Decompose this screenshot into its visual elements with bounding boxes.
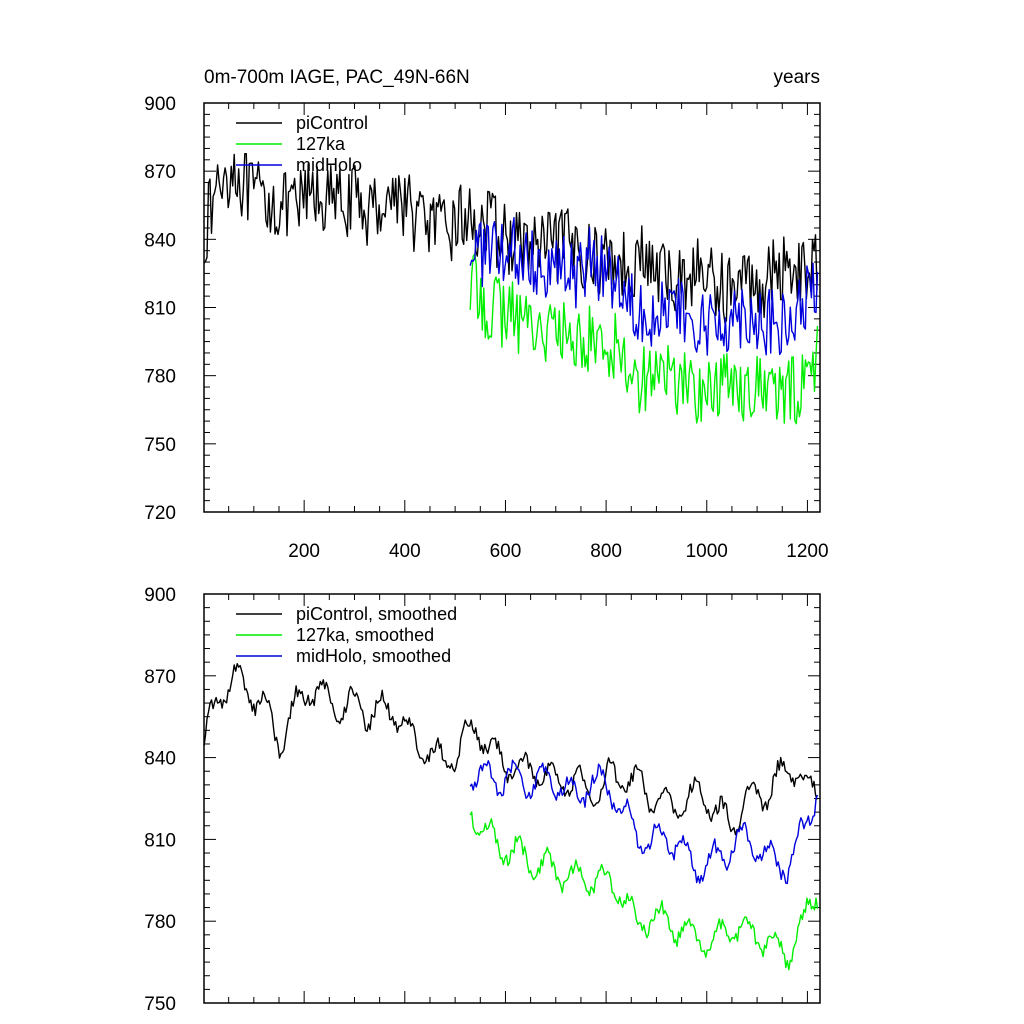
- top-panel: 720 750 780 810 840 870 900 200 400 600 800 1000 120…: [144, 94, 828, 562]
- top-ytick-label: 780: [144, 367, 176, 388]
- top-legend-label: piControl: [296, 113, 368, 133]
- top-series-2: [469, 216, 819, 356]
- top-ytick-label: 750: [144, 435, 176, 456]
- bottom-ytick-label: 810: [144, 830, 176, 851]
- bottom-ticks: 750 780 810 840 870 900: [144, 585, 820, 1015]
- top-xtick-label: 1200: [786, 541, 828, 562]
- bottom-ytick-label: 900: [144, 585, 176, 606]
- top-ytick-label: 840: [144, 230, 176, 251]
- top-ytick-label: 810: [144, 299, 176, 320]
- bottom-series-2: [469, 759, 819, 885]
- bottom-legend-label: 127ka, smoothed: [296, 625, 434, 645]
- bottom-ytick-label: 780: [144, 912, 176, 933]
- chart-title: 0m-700m IAGE, PAC_49N-66N: [204, 67, 470, 88]
- bottom-legend-label: piControl, smoothed: [296, 604, 457, 624]
- top-legend-label: 127ka: [296, 134, 346, 154]
- bottom-series-1: [469, 811, 819, 971]
- top-xtick-label: 800: [590, 541, 622, 562]
- top-ytick-label: 870: [144, 162, 176, 183]
- top-xtick-label: 200: [288, 541, 320, 562]
- top-ytick-label: 900: [144, 94, 176, 115]
- bottom-series-0: [203, 663, 818, 836]
- top-legend-label: midHolo: [296, 155, 362, 175]
- top-xtick-label: 600: [490, 541, 522, 562]
- bottom-ytick-label: 870: [144, 667, 176, 688]
- top-series: [203, 152, 819, 425]
- bottom-ytick-label: 840: [144, 749, 176, 770]
- units-label: years: [774, 67, 820, 88]
- bottom-ytick-label: 750: [144, 994, 176, 1015]
- top-xtick-label: 400: [389, 541, 421, 562]
- top-series-1: [469, 253, 819, 425]
- bottom-series: [203, 663, 819, 971]
- top-xtick-label: 1000: [686, 541, 728, 562]
- top-ticks: 720 750 780 810 840 870 900 200 400 600 800 1000 120…: [144, 94, 828, 562]
- bottom-legend-label: midHolo, smoothed: [296, 646, 451, 666]
- top-ytick-label: 720: [144, 503, 176, 524]
- bottom-panel: 750 780 810 840 870 900 piControl, smoothed12…: [144, 585, 821, 1015]
- top-series-0: [203, 152, 818, 324]
